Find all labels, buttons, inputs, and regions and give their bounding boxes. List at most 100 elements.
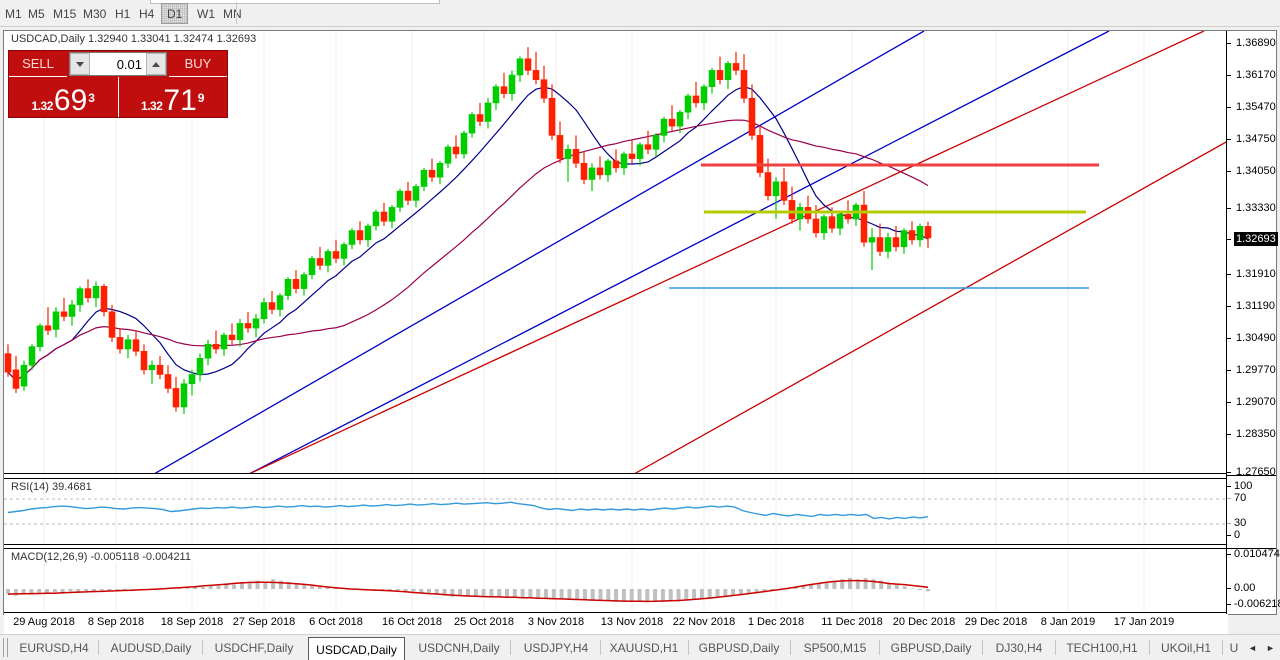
candle [460, 132, 468, 155]
candle [884, 237, 892, 252]
chart-tab-sp500-m15[interactable]: SP500,M15 [803, 641, 867, 655]
trade-panel-quotes: 1.32 69 3 1.32 71 9 [9, 77, 227, 117]
candle [148, 364, 156, 371]
caret-up-icon[interactable] [146, 53, 166, 75]
macd-pane[interactable]: MACD(12,26,9) -0.005118 -0.004211 [4, 548, 1228, 612]
chart-tab-audusd-daily[interactable]: AUDUSD,Daily [110, 641, 192, 655]
price-tick [1227, 306, 1231, 307]
price-tick [1227, 43, 1231, 44]
buy-button[interactable]: BUY [169, 51, 227, 77]
timeframe-d1[interactable]: D1 [161, 3, 189, 24]
nav-left-icon[interactable]: ◄ [1248, 643, 1257, 653]
date-axis-label: 13 Nov 2018 [600, 616, 664, 628]
timeframe-mn[interactable]: MN [223, 6, 242, 21]
chart-tab-eurusd-h4[interactable]: EURUSD,H4 [19, 641, 89, 655]
sell-price-quote[interactable]: 1.32 69 3 [9, 77, 119, 117]
timeframe-w1[interactable]: W1 [197, 6, 215, 21]
macd-scale-label: 0.010474 [1234, 548, 1280, 560]
candle [756, 135, 764, 173]
price-label: 1.31190 [1236, 300, 1275, 312]
candle [12, 369, 20, 389]
timeframe-m1[interactable]: M1 [5, 6, 22, 21]
chart-tab-xauusd-h1[interactable]: XAUUSD,H1 [609, 641, 679, 655]
candle [692, 95, 700, 104]
candle [524, 58, 532, 71]
chart-tab-usdcad-daily[interactable]: USDCAD,Daily [308, 637, 405, 660]
buy-price-quote[interactable]: 1.32 71 9 [119, 77, 228, 117]
candle [316, 258, 324, 266]
caret-down-icon[interactable] [70, 53, 90, 75]
timeframe-m5[interactable]: M5 [28, 6, 45, 21]
price-label: 1.33330 [1236, 202, 1276, 214]
chart-tab-usdchf-daily[interactable]: USDCHF,Daily [214, 641, 294, 655]
chart-tab-usdjpy-h4[interactable]: USDJPY,H4 [523, 641, 589, 655]
candle [388, 207, 396, 222]
candle [924, 226, 932, 239]
tabbar-gripper[interactable] [3, 638, 8, 657]
price-tick [1227, 434, 1231, 435]
volume-input[interactable]: 0.01 [90, 53, 146, 75]
chart-tab-u[interactable]: U [1229, 641, 1239, 655]
date-axis-label: 20 Dec 2018 [892, 616, 956, 628]
candle [660, 118, 668, 136]
timeframe-m30[interactable]: M30 [83, 6, 107, 21]
price-label: 1.36890 [1236, 37, 1276, 49]
macd-scale-label: 0.00 [1234, 582, 1256, 594]
candle [404, 190, 412, 201]
volume-stepper[interactable]: 0.01 [69, 52, 167, 76]
candle [556, 135, 564, 159]
candle [100, 285, 108, 313]
timeframe-h4[interactable]: H4 [139, 6, 155, 21]
lower-channel-red [249, 31, 1205, 473]
candle [868, 237, 876, 243]
candle [132, 339, 140, 352]
timeframe-m15[interactable]: M15 [53, 6, 77, 21]
date-axis-label: 29 Aug 2018 [13, 616, 75, 628]
candle [444, 146, 452, 164]
tab-separator [1055, 640, 1056, 655]
sell-button[interactable]: SELL [9, 51, 67, 77]
rsi-tick [1227, 535, 1231, 536]
macd-scale-label: -0.006218 [1234, 598, 1280, 610]
nav-right-icon[interactable]: ► [1266, 643, 1275, 653]
macd-tick [1227, 554, 1231, 555]
rsi-plot [4, 479, 1228, 544]
chart-tab-tech100-h1[interactable]: TECH100,H1 [1066, 641, 1138, 655]
candle [332, 251, 340, 259]
candle [484, 102, 492, 122]
tab-separator [1222, 640, 1223, 655]
price-tick [1227, 472, 1231, 473]
candle [772, 181, 780, 197]
price-scale[interactable]: 1.36890 1.36170 1.35470 1.34750 1.34050 1.333… [1226, 31, 1280, 614]
rsi-scale-label: 0 [1234, 529, 1241, 541]
candle [348, 230, 356, 245]
candle [836, 214, 844, 229]
chart-tab-gbpusd-daily[interactable]: GBPUSD,Daily [698, 641, 780, 655]
candle [36, 325, 44, 347]
chart-tab-gbpusd-daily[interactable]: GBPUSD,Daily [890, 641, 972, 655]
candle [764, 172, 772, 197]
date-axis-label: 18 Sep 2018 [160, 616, 224, 628]
chart-tab-ukoil-h1[interactable]: UKOil,H1 [1160, 641, 1211, 655]
timeframe-h1[interactable]: H1 [115, 6, 131, 21]
date-axis-label: 17 Jan 2019 [1113, 616, 1175, 628]
one-click-trading-panel[interactable]: SELL 0.01 BUY 1.32 69 3 1.32 71 9 [8, 50, 228, 118]
chart-tab-dj30-h4[interactable]: DJ30,H4 [995, 641, 1043, 655]
tab-separator [790, 640, 791, 655]
scale-divider-rsi-macd [1226, 548, 1276, 549]
chart-tab-usdcnh-daily[interactable]: USDCNH,Daily [418, 641, 500, 655]
price-label: 1.34750 [1236, 133, 1276, 145]
price-pane[interactable]: USDCAD,Daily 1.32940 1.33041 1.32474 1.3… [4, 31, 1228, 474]
date-axis-label: 27 Sep 2018 [232, 616, 296, 628]
rsi-pane[interactable]: RSI(14) 39.4681 [4, 478, 1228, 545]
scale-axis-line [1226, 31, 1227, 614]
candle [4, 353, 12, 373]
candle [364, 225, 372, 241]
candle [252, 318, 260, 329]
candle [628, 153, 636, 159]
candle [156, 364, 164, 375]
candle [860, 204, 868, 243]
candle [500, 86, 508, 94]
scale-divider-price-rsi [1226, 475, 1276, 476]
price-tick [1227, 370, 1231, 371]
